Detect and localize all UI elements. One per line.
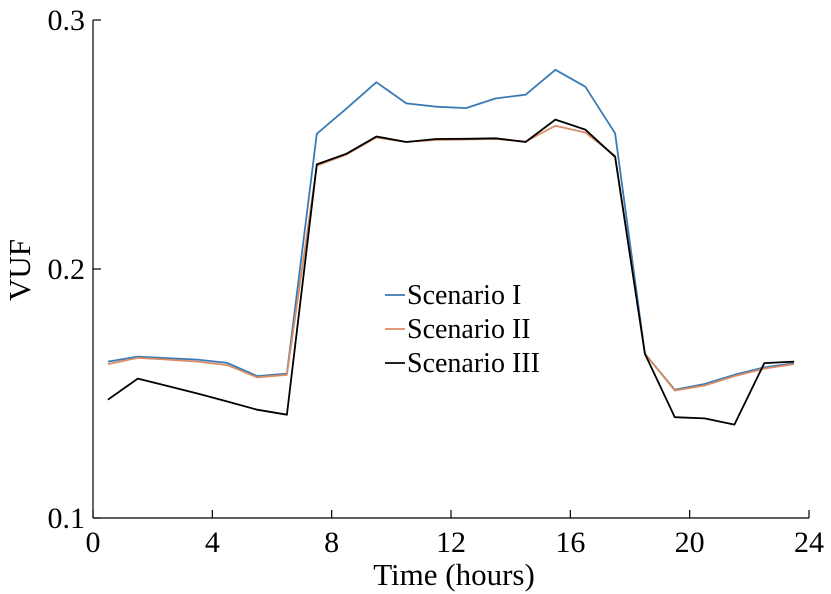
y-tick-label: 0.2 xyxy=(48,253,86,286)
axes: 0 4 8 12 16 20 24 0.1 0.2 0.3 xyxy=(48,4,825,559)
series-line-3 xyxy=(107,118,795,426)
x-tick-label: 8 xyxy=(324,526,339,559)
x-axis-label: Time (hours) xyxy=(373,557,535,592)
x-tick-label: 4 xyxy=(205,526,220,559)
y-tick-label: 0.3 xyxy=(48,4,86,37)
x-tick-label: 0 xyxy=(86,526,101,559)
x-tick-label: 12 xyxy=(436,526,466,559)
y-axis-label: VUF xyxy=(2,239,37,301)
legend-label-1: Scenario I xyxy=(407,280,521,311)
x-tick-label: 16 xyxy=(555,526,585,559)
series-lines xyxy=(107,68,795,426)
legend-label-3: Scenario III xyxy=(407,348,540,379)
y-tick-label: 0.1 xyxy=(48,502,86,535)
x-tick-label: 24 xyxy=(794,526,824,559)
x-tick-label: 20 xyxy=(675,526,705,559)
legend-label-2: Scenario II xyxy=(407,314,531,345)
